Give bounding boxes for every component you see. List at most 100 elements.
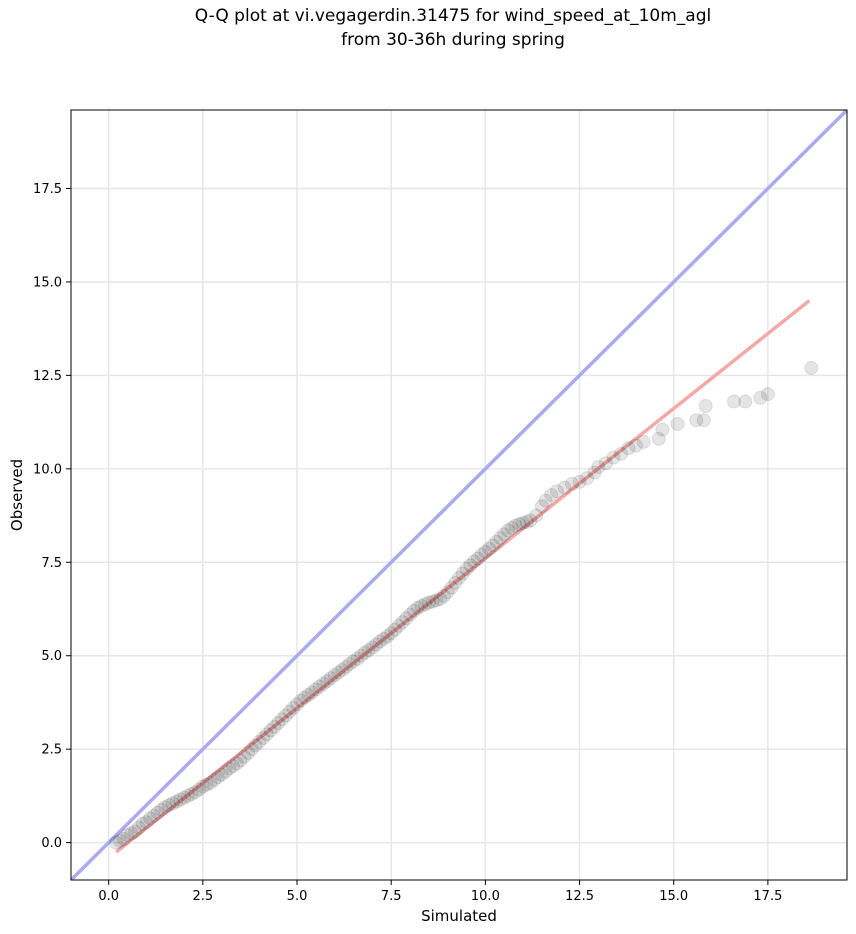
grid-lines — [71, 110, 847, 880]
scatter-point — [399, 611, 414, 626]
scatter-point — [512, 517, 527, 532]
scatter-point — [256, 730, 271, 745]
scatter-point — [248, 738, 263, 753]
scatter-point — [529, 508, 544, 523]
scatter-point — [372, 634, 387, 649]
scatter-point — [143, 811, 158, 826]
scatter-point — [203, 775, 218, 790]
scatter-point — [225, 758, 240, 773]
scatter-point — [544, 488, 559, 502]
y-tick-label: 2.5 — [41, 743, 62, 758]
scatter-point — [154, 802, 169, 817]
chart-title-line-2: from 30-36h during spring — [341, 30, 565, 50]
y-tick-label: 10.0 — [33, 462, 62, 477]
scatter-point — [139, 815, 154, 830]
scatter-point — [698, 399, 713, 414]
scatter-point — [180, 788, 195, 803]
scatter-point — [286, 701, 301, 716]
scatter-point — [116, 831, 131, 846]
plot-frame — [70, 109, 848, 881]
scatter-point — [444, 580, 459, 595]
x-tick-label: 15.0 — [659, 889, 688, 904]
scatter-point — [244, 742, 259, 757]
scatter-point — [361, 643, 376, 658]
scatter-point — [425, 594, 440, 609]
scatter-point — [613, 446, 628, 461]
scatter-point — [271, 716, 286, 731]
scatter-point — [297, 690, 312, 705]
scatter-point — [804, 360, 819, 375]
scatter-point — [369, 637, 384, 652]
scatter-point — [222, 761, 237, 776]
scatter-point — [218, 764, 233, 779]
scatter-point — [760, 387, 775, 402]
scatter-point — [169, 794, 184, 809]
scatter-point — [120, 828, 135, 843]
scatter-point — [636, 434, 651, 449]
scatter-point — [241, 745, 256, 760]
scatter-point — [519, 514, 534, 529]
y-axis-label: Observed — [8, 459, 26, 531]
scatter-point — [572, 474, 587, 489]
scatter-point — [504, 520, 519, 535]
scatter-point — [493, 530, 508, 545]
scatter-point — [474, 547, 489, 562]
scatter-point — [538, 493, 553, 508]
scatter-point — [489, 534, 504, 549]
y-tick-label: 7.5 — [41, 556, 62, 571]
x-tick-label: 10.0 — [471, 889, 500, 904]
x-axis-label: Simulated — [421, 907, 497, 925]
scatter-point — [259, 727, 274, 742]
scatter-point — [391, 618, 406, 633]
scatter-point — [327, 668, 342, 683]
scatter-point — [606, 450, 621, 465]
scatter-point — [455, 566, 470, 581]
scatter-point — [346, 654, 361, 669]
scatter-point — [188, 785, 203, 800]
scatter-point — [112, 833, 127, 848]
scatter-point — [738, 394, 753, 409]
scatter-point — [131, 820, 146, 835]
scatter-point — [433, 591, 448, 606]
scatter-point — [124, 826, 139, 841]
scatter-point — [753, 390, 768, 405]
scatter-point — [282, 704, 297, 719]
scatter-point — [387, 622, 402, 637]
scatter-point — [696, 413, 711, 428]
scatter-point — [587, 465, 602, 480]
scatter-point — [500, 523, 515, 538]
scatter-point — [621, 441, 636, 456]
scatter-point — [320, 674, 335, 689]
scatter-point — [508, 518, 523, 533]
x-tick-label: 12.5 — [565, 889, 594, 904]
scatter-point — [342, 656, 357, 671]
scatter-point — [655, 422, 670, 437]
scatter-point — [516, 516, 531, 531]
x-axis-ticks: 0.0 2.5 5.0 7.5 10.0 12.5 15.0 17.5 — [98, 880, 782, 904]
y-tick-label: 15.0 — [33, 275, 62, 290]
scatter-point — [629, 438, 644, 453]
scatter-point — [161, 798, 176, 813]
y-tick-label: 0.0 — [41, 836, 62, 851]
scatter-point — [316, 676, 331, 691]
scatter-point — [173, 792, 188, 807]
scatter-point — [146, 808, 161, 823]
scatter-point — [128, 824, 143, 839]
scatter-point — [354, 648, 369, 663]
scatter-point — [252, 734, 267, 749]
x-tick-label: 7.5 — [381, 889, 402, 904]
scatter-point — [440, 585, 455, 600]
scatter-point — [207, 772, 222, 787]
scatter-point — [293, 693, 308, 708]
y-tick-label: 12.5 — [33, 369, 62, 384]
scatter-point — [312, 679, 327, 694]
chart-title: Q-Q plot at vi.vegagerdin.31475 for wind… — [0, 4, 856, 52]
scatter-point — [689, 413, 704, 428]
scatter-point — [470, 551, 485, 566]
scatter-point — [150, 805, 165, 820]
scatter-point — [376, 631, 391, 646]
scatter-point — [233, 753, 248, 768]
scatter-point — [436, 588, 451, 603]
scatter-point — [237, 749, 252, 764]
